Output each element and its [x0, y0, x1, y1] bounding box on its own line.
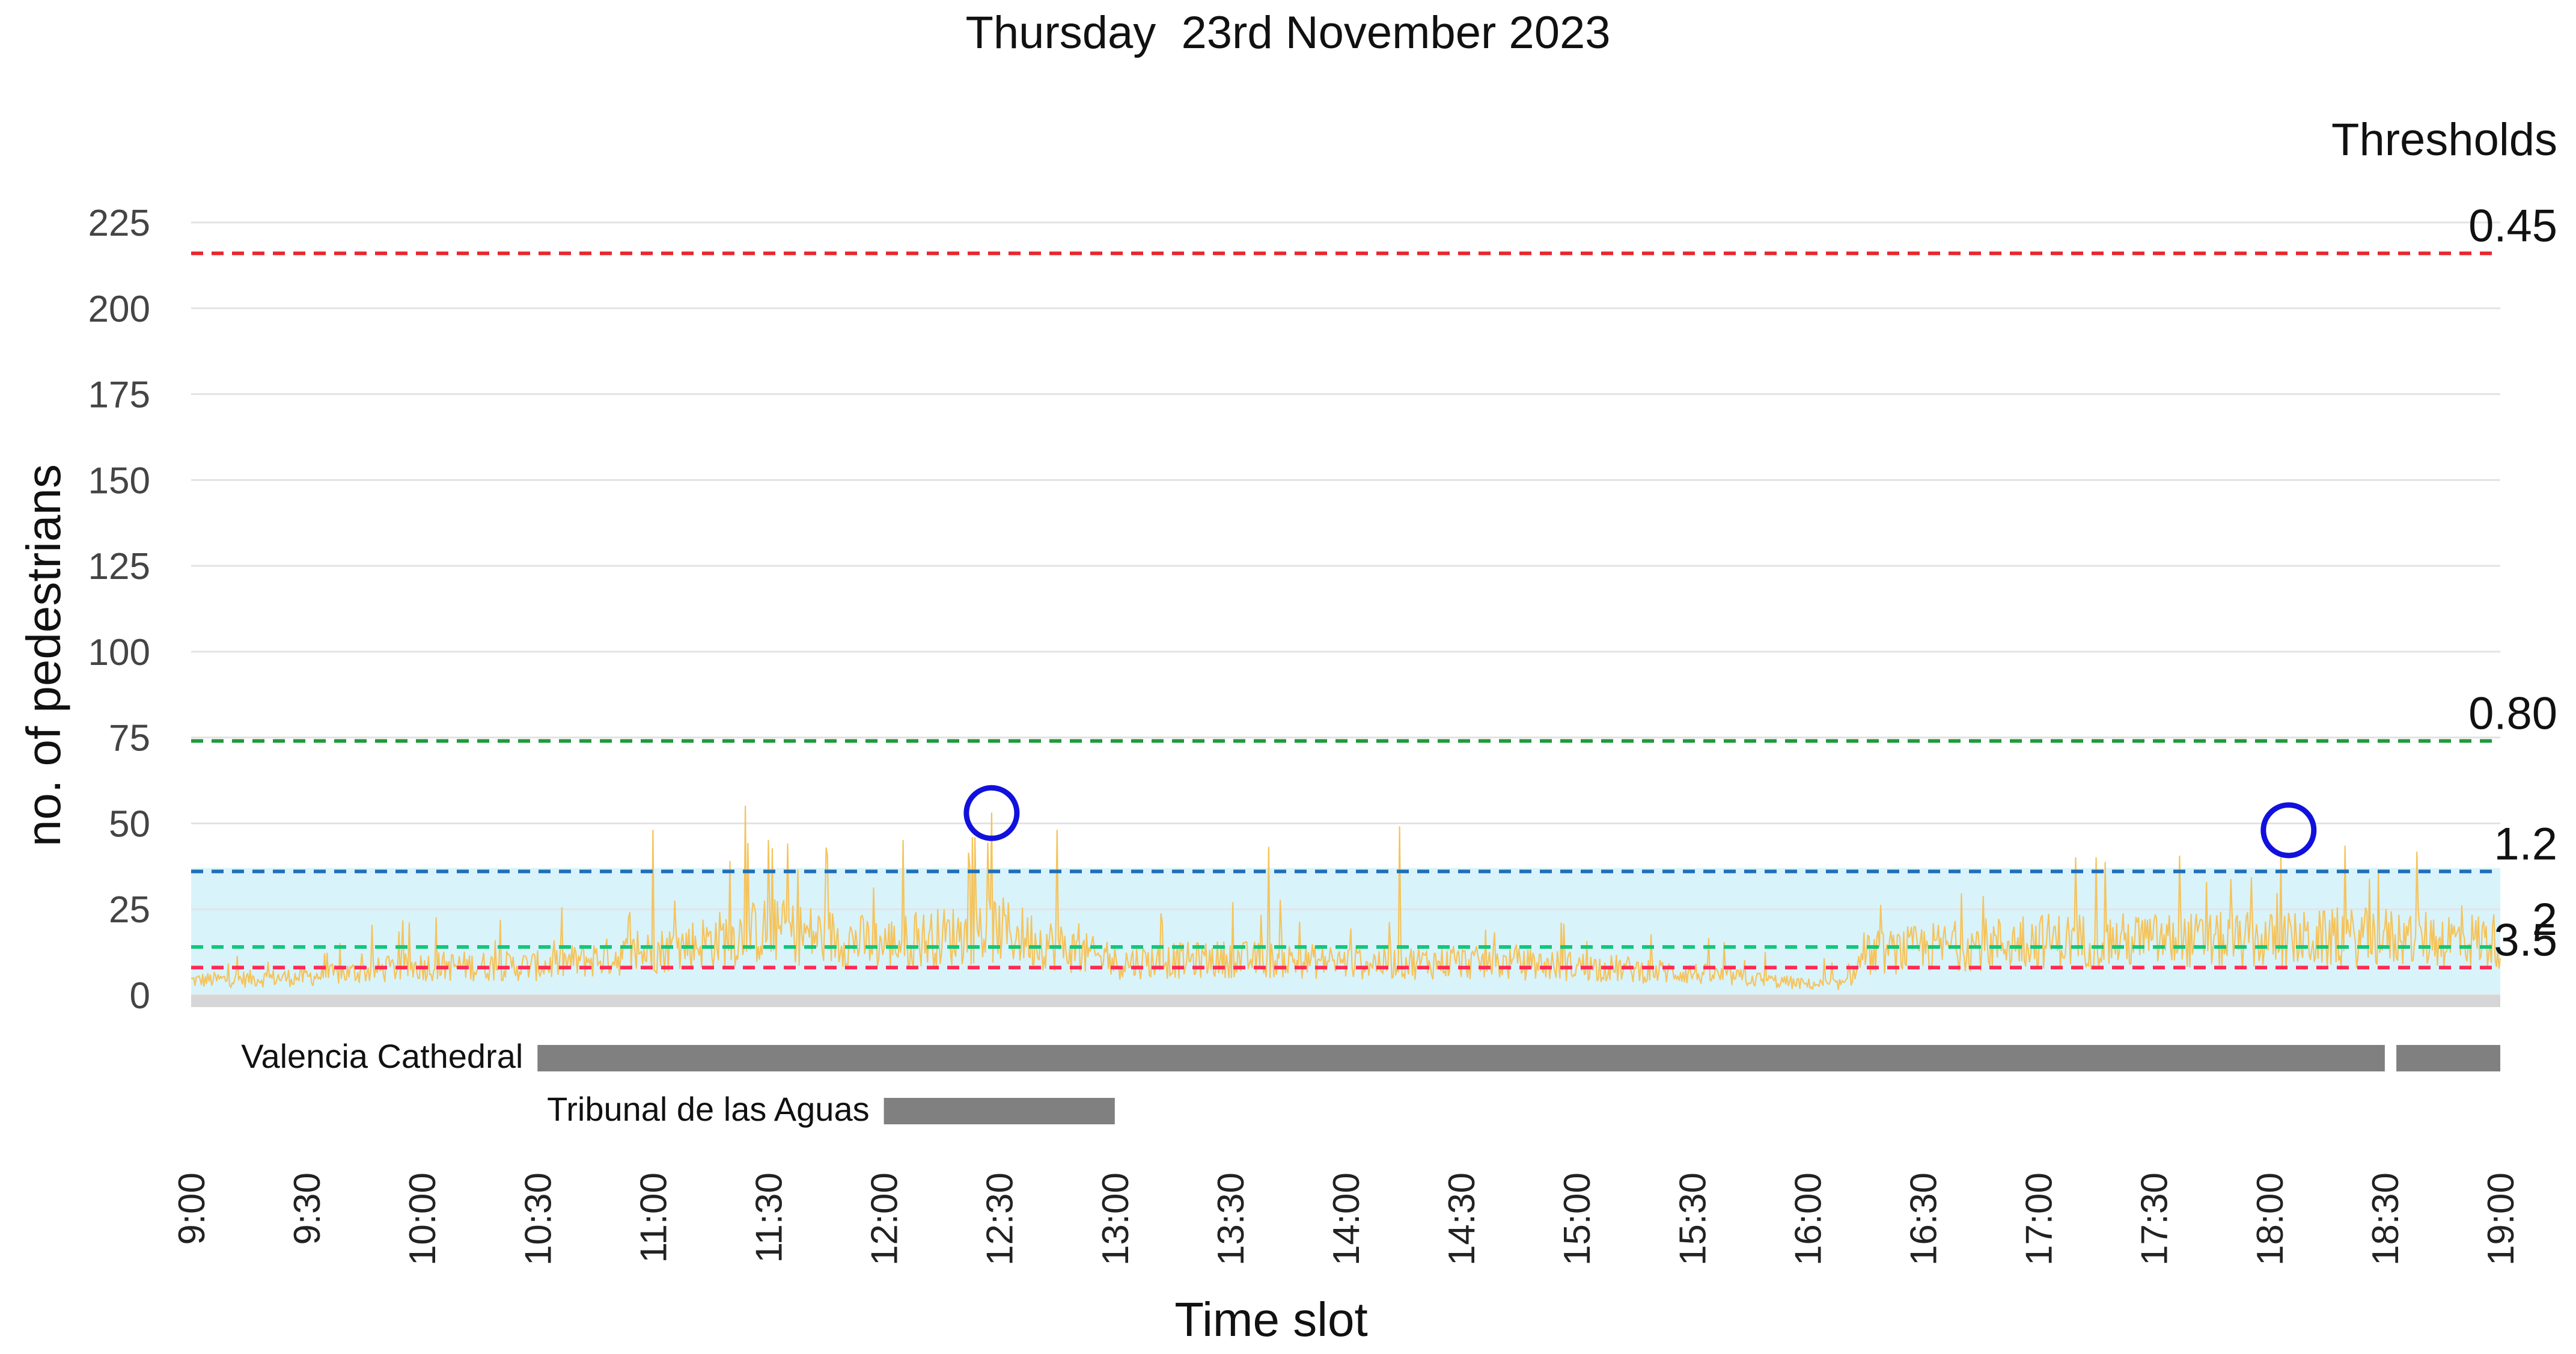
event-bar: [884, 1098, 1115, 1124]
pedestrian-series-line: [191, 805, 2501, 991]
x-tick-label: 18:00: [2250, 1172, 2291, 1266]
plot-area: 0 25 50 75 100 125 150 175 200 225 0.45 0.80 1.2 23.5…: [88, 200, 2557, 1266]
y-tick-label: 0: [130, 975, 150, 1017]
highlight-marker: [2260, 802, 2317, 859]
x-tick-label: 16:30: [1903, 1172, 1945, 1266]
x-tick-label: 15:30: [1672, 1172, 1714, 1266]
highlight-marker: [963, 785, 1020, 841]
x-tick-label: 18:30: [2365, 1172, 2407, 1266]
y-tick-label: 125: [88, 546, 150, 587]
x-tick-label: 14:00: [1326, 1172, 1367, 1266]
x-axis-label: Time slot: [1174, 1293, 1368, 1346]
threshold-label: 2: [2532, 894, 2557, 945]
y-tick-label: 25: [109, 889, 150, 931]
y-tick-label: 50: [109, 803, 150, 845]
event-label: Tribunal de las Aguas: [547, 1090, 869, 1128]
x-tick-label: 15:00: [1557, 1172, 1598, 1266]
x-tick-label: 17:00: [2019, 1172, 2060, 1266]
y-tick-label: 200: [88, 289, 150, 330]
chart-title: Thursday 23rd November 2023: [965, 7, 1610, 58]
x-tick-label: 16:00: [1787, 1172, 1829, 1266]
threshold-label: 0.80: [2468, 688, 2557, 739]
y-tick-label: 100: [88, 632, 150, 673]
threshold-label: 0.45: [2468, 200, 2557, 251]
x-tick-label: 14:30: [1441, 1172, 1483, 1266]
x-tick-label: 9:00: [171, 1172, 213, 1245]
threshold-label: 1.2: [2494, 818, 2557, 869]
y-tick-label: 150: [88, 460, 150, 501]
y-tick-label: 225: [88, 203, 150, 244]
thresholds-title: Thresholds: [2331, 114, 2557, 165]
x-tick-label: 11:30: [749, 1172, 790, 1263]
event-bar: [537, 1045, 2385, 1071]
x-tick-label: 17:30: [2134, 1172, 2176, 1266]
x-tick-label: 9:30: [287, 1172, 328, 1245]
x-tick-label: 11:00: [633, 1172, 674, 1263]
x-tick-label: 13:00: [1095, 1172, 1137, 1266]
y-tick-label: 75: [109, 718, 150, 759]
threshold-label: 3.5: [2494, 914, 2557, 966]
event-bar: [2396, 1045, 2500, 1071]
x-tick-label: 19:00: [2480, 1172, 2522, 1266]
event-label: Valencia Cathedral: [241, 1037, 523, 1075]
x-tick-label: 12:30: [980, 1172, 1021, 1266]
x-tick-label: 13:30: [1210, 1172, 1252, 1266]
x-axis-baseline: [191, 995, 2500, 1007]
y-axis-label: no. of pedestrians: [17, 464, 70, 847]
x-tick-label: 10:00: [402, 1172, 444, 1266]
x-tick-label: 12:00: [864, 1172, 906, 1266]
x-tick-label: 10:30: [517, 1172, 559, 1266]
y-tick-label: 175: [88, 375, 150, 416]
